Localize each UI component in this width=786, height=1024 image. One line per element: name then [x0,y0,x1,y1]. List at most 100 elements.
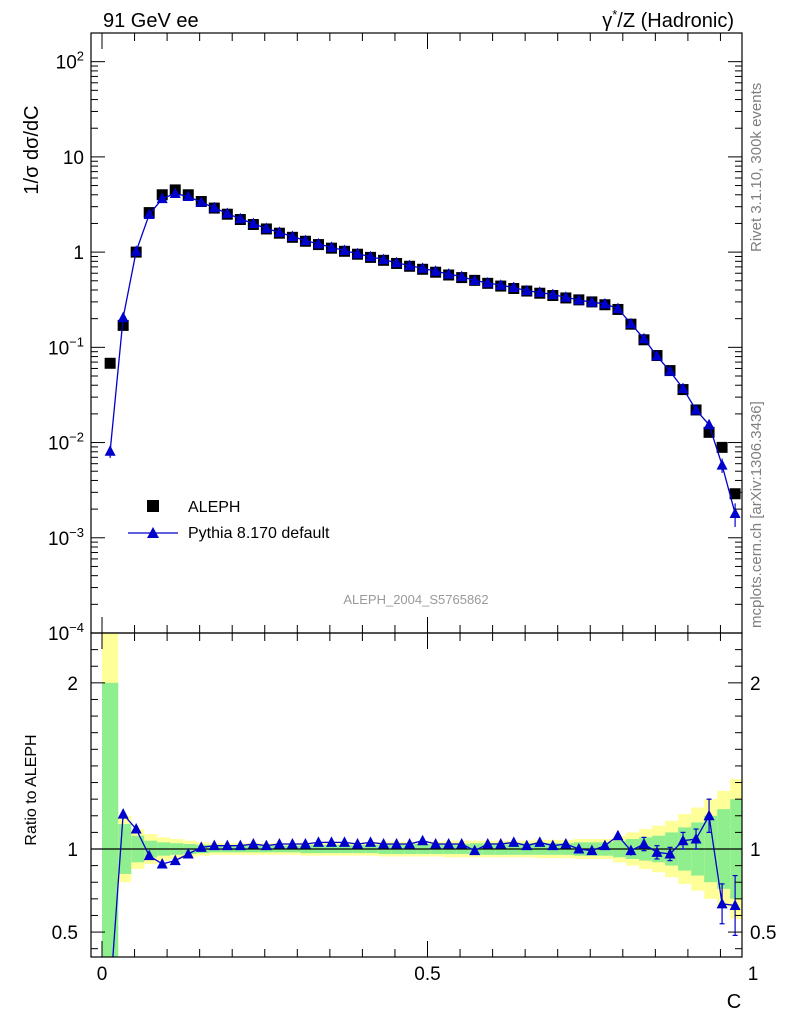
ratio-y-tick-label-right: 2 [750,674,761,695]
ratio-series-pythia [105,798,741,1000]
pythia-point [221,207,233,219]
ratio-band-inner [102,682,119,957]
legend-label-pythia: Pythia 8.170 default [188,525,330,542]
ratio-point [105,989,116,1000]
x-axis-label: C [727,991,741,1013]
analysis-watermark: ALEPH_2004_S5765862 [343,592,488,607]
ratio-point [469,844,481,856]
pythia-point [677,382,689,393]
pythia-point [338,244,350,255]
ratio-point [638,838,650,849]
main-y-tick-label: 10−4 [48,620,84,645]
ratio-point [443,838,455,849]
ratio-point [404,838,416,849]
main-y-axis-ticks: 10−4 10−3 10−2 10−1 1 10 102 [48,49,742,645]
mcplots-credit-label: mcplots.cern.ch [arXiv:1306.3436] [748,401,765,628]
aleph-data-point [703,426,715,438]
x-tick-label: 1 [748,964,759,985]
pythia-point [599,297,611,309]
main-y-tick-label: 10 [63,148,84,169]
legend-marker-aleph [147,500,159,512]
pythia-point [404,259,416,271]
ratio-point [365,836,377,847]
ratio-y-tick-label: 0.5 [52,923,78,944]
pythia-point [534,286,546,297]
x-tick-label: 0 [97,964,108,985]
ratio-point [612,829,624,841]
ratio-y-tick-label: 2 [67,674,78,695]
pythia-point [521,284,533,296]
main-series-group [104,184,741,527]
pythia-point [286,230,298,241]
ratio-point [312,836,324,847]
pythia-point [443,268,455,279]
pythia-point [130,245,142,256]
pythia-point [690,403,702,415]
pythia-point [651,350,663,361]
ratio-point [703,809,715,821]
ratio-point [234,839,246,851]
pythia-point [352,247,364,259]
ratio-point [534,836,546,847]
ratio-point [573,843,585,854]
aleph-data-point [117,319,129,331]
pythia-point [143,208,155,220]
main-y-tick-label: 102 [56,49,84,74]
ratio-point [182,847,194,859]
pythia-point [638,332,650,344]
pythia-point [482,276,494,288]
ratio-point [391,838,403,849]
pythia-point [456,270,468,282]
pythia-point [573,294,585,305]
pythia-point [117,311,129,323]
ratio-panel-frame [90,632,743,958]
ratio-y-axis-label: Ratio to ALEPH [23,734,40,845]
main-y-tick-label: 10−2 [48,430,84,455]
ratio-point [260,839,272,851]
ratio-y-tick-label: 1 [67,840,78,861]
ratio-point [169,854,181,866]
aleph-data-point [104,357,116,369]
ratio-point [352,838,364,849]
ratio-point [560,838,572,849]
x-axis-ticks: 0 0.5 1 [97,33,759,985]
pythia-point [430,265,442,276]
ratio-point [482,838,494,849]
legend-label-aleph: ALEPH [188,499,240,516]
ratio-point [208,839,220,851]
main-y-tick-label: 10−1 [48,334,84,359]
pythia-point [325,241,337,252]
x-tick-label: 0.5 [414,964,440,985]
pythia-point [273,226,285,237]
pythia-point [469,274,481,286]
ratio-point [299,838,311,849]
ratio-point [586,844,598,856]
ratio-point [547,839,559,851]
pythia-point [247,217,259,229]
ratio-point [495,838,507,849]
ratio-point [716,897,728,909]
ratio-point [651,846,663,857]
ratio-y-tick-label-right: 1 [750,840,761,861]
pythia-point [391,256,403,268]
pythia-point [299,234,311,246]
main-panel-frame [90,32,743,634]
pythia-point [664,365,676,376]
ratio-point [130,823,142,834]
pythia-point [729,507,741,518]
ratio-point [599,839,611,851]
ratio-point [729,899,741,910]
pythia-point [508,281,520,292]
ratio-point [143,849,155,861]
pythia-point [365,250,377,262]
pythia-point [195,196,207,207]
ratio-point [378,838,390,849]
pythia-point [169,187,181,199]
main-y-tick-label: 10−3 [48,525,84,550]
pythia-point [234,212,246,224]
ratio-point [221,839,233,851]
pythia-point [260,222,272,233]
ratio-point [664,847,676,859]
pythia-point [417,262,429,273]
